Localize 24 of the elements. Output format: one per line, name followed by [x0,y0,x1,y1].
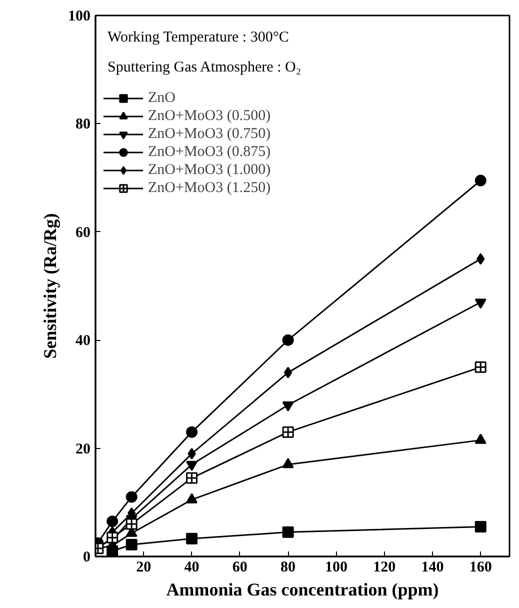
x-tick-label: 160 [469,560,492,576]
y-axis-title: Sensitivity (Ra/Rg) [40,213,60,359]
x-tick-label: 20 [136,560,152,576]
x-tick-label: 120 [373,560,396,576]
legend-label: ZnO+MoO3 (1.250) [148,179,271,197]
x-axis-title: Ammonia Gas concentration (ppm) [166,580,439,600]
legend-label: ZnO+MoO3 (0.750) [148,125,271,143]
x-tick-label: 80 [280,560,296,576]
y-tick-label: 0 [83,550,90,566]
y-tick-label: 100 [68,8,90,24]
x-tick-label: 140 [421,560,444,576]
x-tick-label: 40 [184,560,200,576]
legend-label: ZnO+MoO3 (0.875) [148,143,271,161]
y-tick-label: 40 [76,333,90,350]
x-tick-label: 60 [232,560,248,576]
y-tick-label: 80 [76,116,90,133]
legend-label: ZnO [148,89,176,107]
y-tick-label: 20 [76,441,90,458]
legend-label: ZnO+MoO3 (0.500) [148,107,271,125]
y-tick-label: 60 [76,224,90,241]
x-tick-label: 100 [324,560,348,576]
annotation: Sputtering Gas Atmosphere : O₂ [108,60,302,76]
annotation: Working Temperature : 300°C [108,30,289,46]
legend-label: ZnO+MoO3 (1.000) [148,161,271,179]
